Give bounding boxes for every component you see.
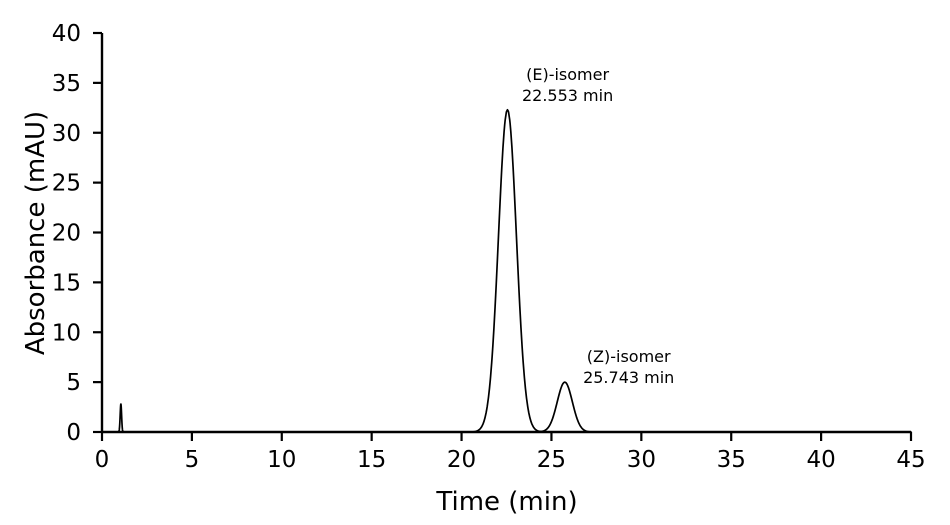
x-tick-label: 45 xyxy=(896,447,925,473)
axes xyxy=(100,33,911,434)
x-tick-label: 35 xyxy=(717,447,746,473)
x-tick-label: 20 xyxy=(447,447,476,473)
y-tick-label: 5 xyxy=(66,370,81,396)
x-tick-label: 10 xyxy=(267,447,296,473)
y-tick-label: 10 xyxy=(52,320,81,346)
x-tick-label: 30 xyxy=(627,447,656,473)
y-axis-tick-labels: 0 5 10 15 20 25 30 35 40 xyxy=(52,21,81,446)
chromatogram-trace xyxy=(101,108,912,433)
y-tick-label: 0 xyxy=(66,420,81,446)
x-tick-label: 40 xyxy=(806,447,835,473)
y-tick-label: 15 xyxy=(52,270,81,296)
y-tick-label: 35 xyxy=(52,71,81,97)
y-tick-label: 20 xyxy=(52,221,81,247)
x-tick-label: 25 xyxy=(537,447,566,473)
x-axis-ticks xyxy=(100,432,913,441)
y-tick-label: 25 xyxy=(52,171,81,197)
x-tick-label: 15 xyxy=(357,447,386,473)
y-tick-label: 40 xyxy=(52,21,81,47)
peak-annotation-line: 22.553 min xyxy=(522,86,613,105)
y-axis-ticks xyxy=(93,31,102,434)
x-tick-label: 0 xyxy=(95,447,110,473)
peak-annotation-line: (Z)-isomer xyxy=(587,347,671,366)
peak-annotations: (E)-isomer 22.553 min (Z)-isomer 25.743 min xyxy=(522,65,674,387)
y-axis-title: Absorbance (mAU) xyxy=(21,111,51,355)
peak-annotation-line: (E)-isomer xyxy=(526,65,609,84)
peak-annotation-line: 25.743 min xyxy=(583,368,674,387)
x-axis-tick-labels: 0 5 10 15 20 25 30 35 40 45 xyxy=(95,447,926,473)
x-axis-title: Time (min) xyxy=(435,487,577,517)
y-tick-label: 30 xyxy=(52,121,81,147)
x-tick-label: 5 xyxy=(185,447,200,473)
